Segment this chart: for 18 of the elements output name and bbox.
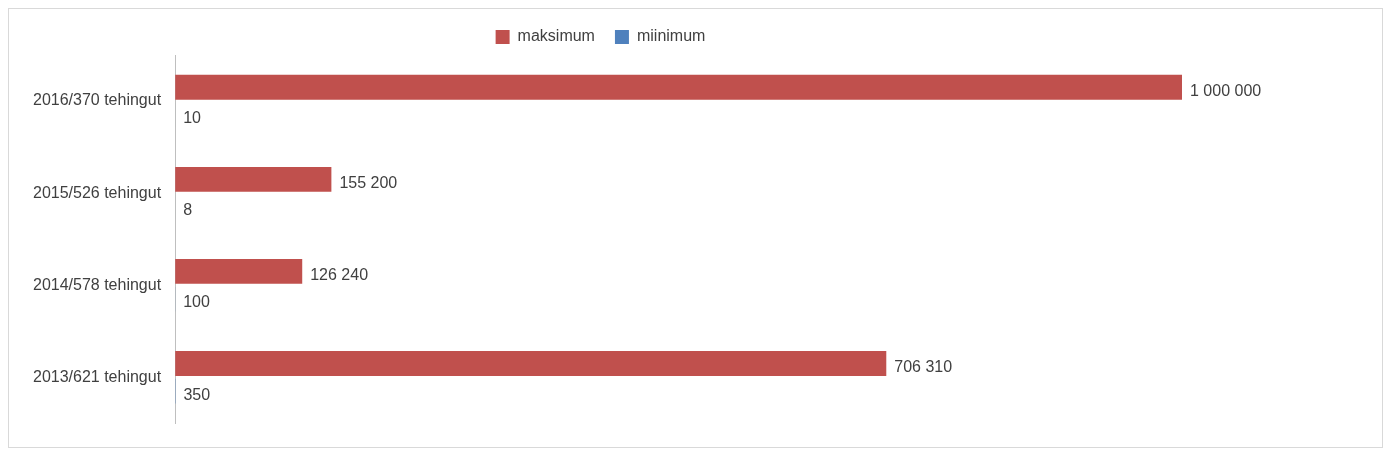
data-label: 350 (183, 385, 211, 403)
legend-label: miinimum (636, 27, 706, 45)
data-label: 155 200 (339, 173, 398, 191)
y-tick-label: 2015/526 tehingut (32, 183, 162, 201)
data-label: 1 000 000 (1190, 81, 1262, 99)
bar (175, 166, 332, 192)
legend-label: maksimum (517, 27, 595, 45)
y-tick-label: 2014/578 tehingut (32, 275, 162, 293)
data-label: 10 (183, 109, 202, 127)
data-label: 706 310 (894, 357, 953, 375)
data-label: 100 (183, 293, 211, 311)
bar (175, 351, 887, 376)
data-label: 8 (183, 201, 193, 219)
data-label: 126 240 (310, 265, 369, 283)
y-tick-label: 2013/621 tehingut (32, 367, 162, 385)
bar (175, 259, 303, 284)
y-tick-label: 2016/370 tehingut (32, 91, 162, 109)
bar (175, 74, 1182, 100)
